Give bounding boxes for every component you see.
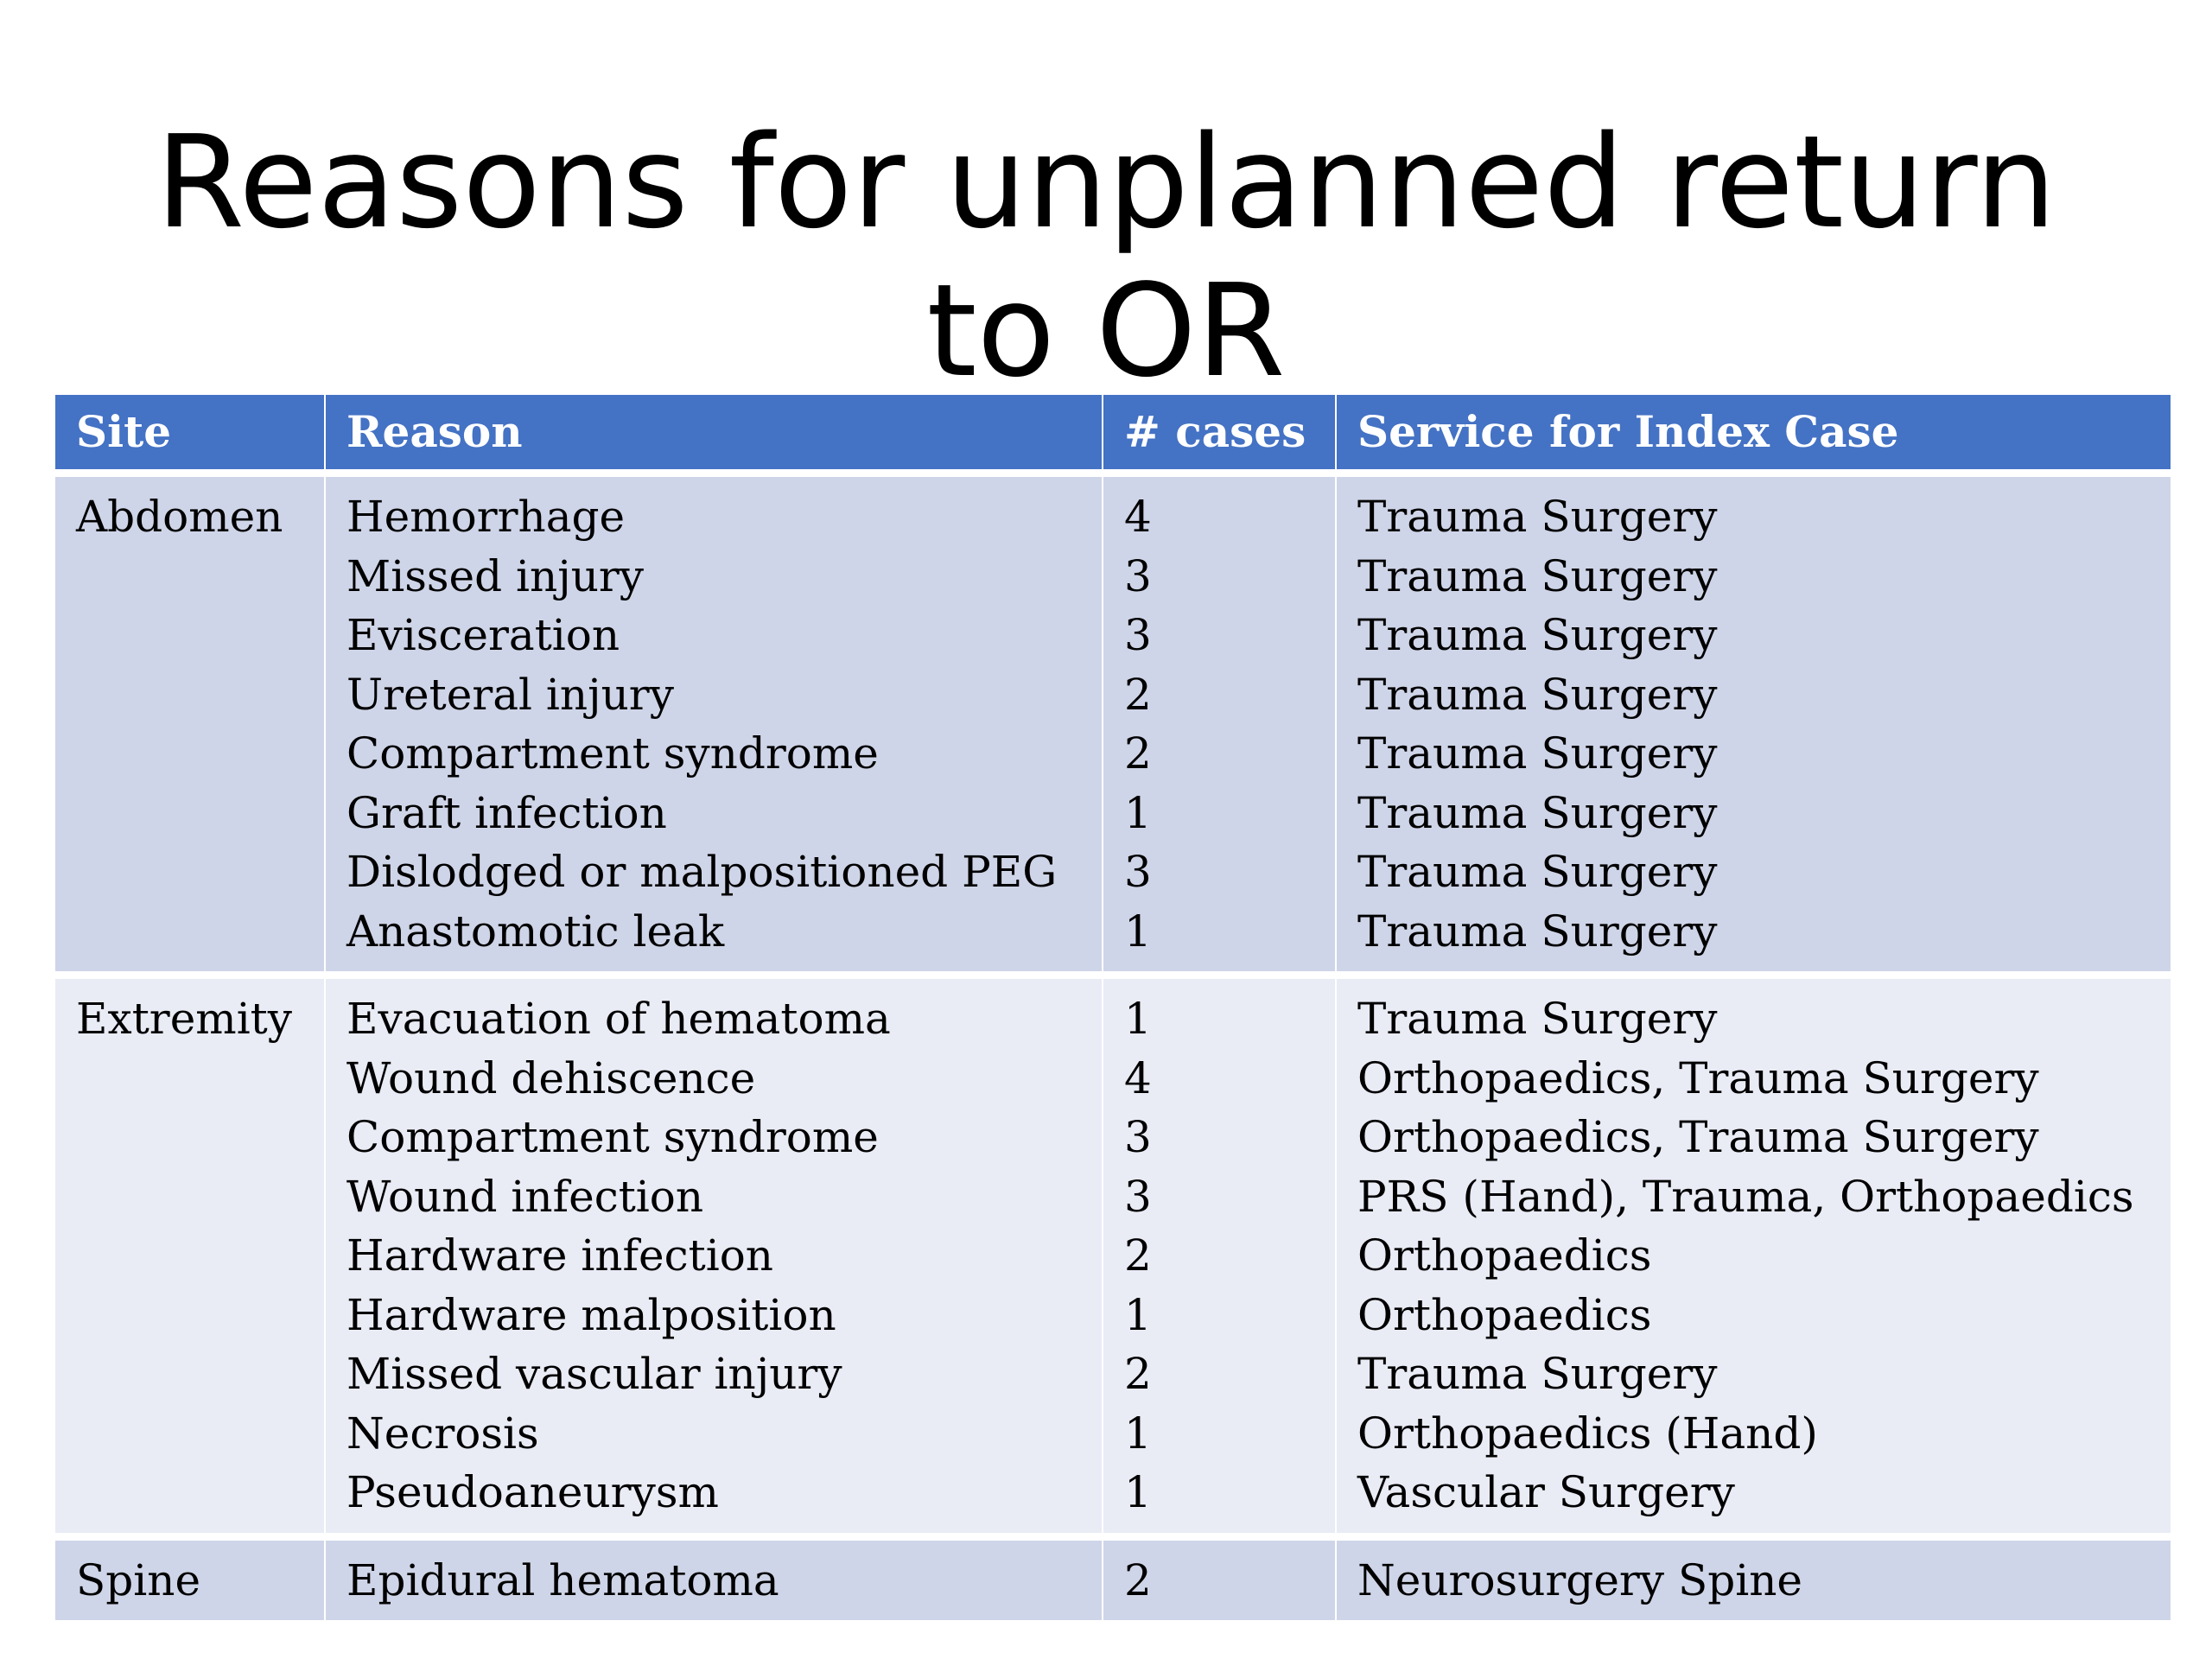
- service-value: Orthopaedics: [1357, 1230, 1652, 1281]
- reason-value: Epidural hematoma: [346, 1554, 779, 1605]
- slide-title-line-2: to OR: [926, 257, 1286, 405]
- reason-value: Pseudoaneurysm: [346, 1467, 719, 1517]
- reason-cell: Epidural hematoma: [326, 1540, 1102, 1620]
- cases-value: 3: [1124, 610, 1152, 660]
- service-value: Orthopaedics, Trauma Surgery: [1357, 1052, 2039, 1103]
- cases-value: 1: [1124, 994, 1152, 1044]
- cases-cell: 1 4 3 3 2 1 2 1 1: [1103, 979, 1335, 1533]
- reason-value: Evisceration: [346, 610, 620, 660]
- header-reason: Reason: [326, 395, 1102, 469]
- reason-value: Compartment syndrome: [346, 728, 879, 779]
- cases-value: 3: [1124, 1112, 1152, 1162]
- site-label: Spine: [76, 1554, 201, 1605]
- reason-value: Wound dehiscence: [346, 1052, 756, 1103]
- service-value: Vascular Surgery: [1357, 1467, 1735, 1517]
- cases-value: 2: [1124, 1349, 1152, 1399]
- service-value: Orthopaedics (Hand): [1357, 1408, 1818, 1459]
- slide-title: Reasons for unplanned return to OR: [0, 108, 2212, 405]
- cases-value: 2: [1124, 669, 1152, 720]
- service-value: Trauma Surgery: [1357, 728, 1718, 779]
- header-service: Service for Index Case: [1337, 395, 2171, 469]
- header-site: Site: [55, 395, 324, 469]
- service-value: Trauma Surgery: [1357, 492, 1718, 542]
- cases-value: 2: [1124, 1554, 1152, 1605]
- site-label: Extremity: [76, 994, 293, 1044]
- table-group-extremity: Extremity Evacuation of hematoma Wound deh…: [55, 979, 2171, 1533]
- reason-value: Hardware infection: [346, 1230, 773, 1281]
- reason-value: Anastomotic leak: [346, 906, 725, 957]
- cases-value: 3: [1124, 1171, 1152, 1222]
- service-value: Orthopaedics, Trauma Surgery: [1357, 1112, 2039, 1162]
- reason-value: Dislodged or malpositioned PEG: [346, 847, 1058, 897]
- cases-value: 3: [1124, 847, 1152, 897]
- service-cell: Neurosurgery Spine: [1337, 1540, 2171, 1620]
- cases-value: 4: [1124, 1052, 1152, 1103]
- cases-value: 3: [1124, 550, 1152, 601]
- cases-cell: 4 3 3 2 2 1 3 1: [1103, 477, 1335, 971]
- service-value: Trauma Surgery: [1357, 1349, 1718, 1399]
- service-value: Trauma Surgery: [1357, 994, 1718, 1044]
- reason-value: Graft infection: [346, 787, 667, 838]
- cases-value: 1: [1124, 787, 1152, 838]
- slide-title-line-1: Reasons for unplanned return: [156, 108, 2056, 257]
- cases-value: 1: [1124, 906, 1152, 957]
- reason-value: Ureteral injury: [346, 669, 674, 720]
- cases-value: 1: [1124, 1408, 1152, 1459]
- service-value: Trauma Surgery: [1357, 906, 1718, 957]
- table-group-abdomen: Abdomen Hemorrhage Missed injury Eviscerati…: [55, 477, 2171, 971]
- reason-value: Necrosis: [346, 1408, 539, 1459]
- service-cell: Trauma Surgery Orthopaedics, Trauma Surge…: [1337, 979, 2171, 1533]
- reason-value: Wound infection: [346, 1171, 704, 1222]
- cases-value: 1: [1124, 1289, 1152, 1340]
- cases-value: 2: [1124, 728, 1152, 779]
- return-to-or-table: Site Reason # cases Service for Index Ca…: [55, 395, 2171, 1620]
- site-label: Abdomen: [76, 492, 283, 542]
- reason-value: Hemorrhage: [346, 492, 626, 542]
- table-group-spine: Spine Epidural hematoma 2 Neurosurgery Spin…: [55, 1540, 2171, 1620]
- cases-cell: 2: [1103, 1540, 1335, 1620]
- reason-value: Hardware malposition: [346, 1289, 836, 1340]
- site-cell: Abdomen: [55, 477, 324, 971]
- reason-value: Missed injury: [346, 550, 645, 601]
- service-value: PRS (Hand), Trauma, Orthopaedics: [1357, 1171, 2134, 1222]
- table-header-row: Site Reason # cases Service for Index Ca…: [55, 395, 2171, 469]
- service-value: Trauma Surgery: [1357, 787, 1718, 838]
- cases-value: 2: [1124, 1230, 1152, 1281]
- reason-cell: Evacuation of hematoma Wound dehiscence Co…: [326, 979, 1102, 1533]
- cases-value: 4: [1124, 492, 1152, 542]
- service-value: Trauma Surgery: [1357, 847, 1718, 897]
- service-value: Trauma Surgery: [1357, 550, 1718, 601]
- reason-value: Missed vascular injury: [346, 1349, 842, 1399]
- service-cell: Trauma Surgery Trauma Surgery Trauma Surge…: [1337, 477, 2171, 971]
- site-cell: Extremity: [55, 979, 324, 1533]
- reason-value: Compartment syndrome: [346, 1112, 879, 1162]
- table-body: Abdomen Hemorrhage Missed injury Eviscerati…: [55, 477, 2171, 1620]
- service-value: Neurosurgery Spine: [1357, 1554, 1802, 1605]
- service-value: Trauma Surgery: [1357, 669, 1718, 720]
- reason-value: Evacuation of hematoma: [346, 994, 891, 1044]
- header-cases: # cases: [1103, 395, 1335, 469]
- site-cell: Spine: [55, 1540, 324, 1620]
- cases-value: 1: [1124, 1467, 1152, 1517]
- service-value: Orthopaedics: [1357, 1289, 1652, 1340]
- reason-cell: Hemorrhage Missed injury Evisceration Urete…: [326, 477, 1102, 971]
- service-value: Trauma Surgery: [1357, 610, 1718, 660]
